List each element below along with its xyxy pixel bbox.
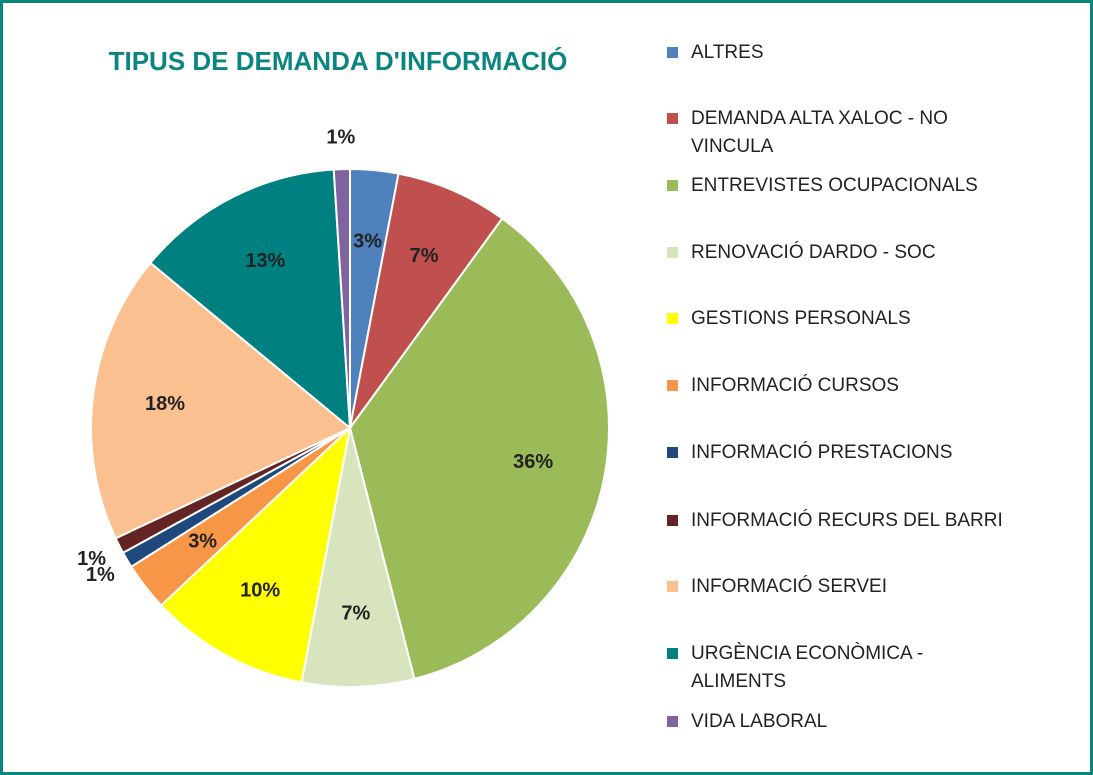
data-label: 13%	[245, 250, 285, 272]
legend-swatch	[667, 380, 678, 391]
legend-item: GESTIONS PERSONALS	[667, 305, 1017, 333]
legend-label: INFORMACIÓ CURSOS	[691, 375, 899, 396]
pie-slice	[348, 217, 610, 681]
legend-item: INFORMACIÓ RECURS DEL BARRI	[667, 507, 1017, 535]
pie-area: TIPUS DE DEMANDA D'INFORMACIÓ 3% 7% 36% 7% 1…	[77, 46, 610, 688]
legend-swatch	[667, 447, 678, 458]
pie-slice	[159, 425, 352, 684]
data-label: 18%	[145, 393, 185, 415]
legend-label: ENTREVISTES OCUPACIONALS	[691, 175, 978, 196]
data-label: 3%	[188, 531, 217, 553]
legend-label: VIDA LABORAL	[691, 711, 828, 732]
data-label: 7%	[410, 245, 439, 267]
legend-label: DEMANDA ALTA XALOC - NO VINCULA	[691, 108, 948, 157]
legend-label: ALTRES	[691, 42, 764, 63]
legend-swatch	[667, 313, 678, 324]
data-label: 10%	[240, 580, 280, 602]
legend-label: GESTIONS PERSONALS	[691, 308, 911, 329]
pie-slice	[149, 168, 352, 431]
legend-item: RENOVACIÓ DARDO - SOC	[667, 239, 1017, 267]
legend-label: INFORMACIÓ PRESTACIONS	[691, 442, 953, 463]
legend-item: DEMANDA ALTA XALOC - NO VINCULA	[667, 105, 1017, 161]
legend-item: INFORMACIÓ CURSOS	[667, 372, 1017, 400]
legend-swatch	[667, 581, 678, 592]
data-label: 3%	[353, 231, 382, 253]
pie-slice	[332, 167, 351, 429]
legend-item: URGÈNCIA ECONÒMICA - ALIMENTS	[667, 640, 1017, 696]
legend-swatch	[667, 716, 678, 727]
data-label: 1%	[77, 548, 106, 570]
legend-label: INFORMACIÓ RECURS DEL BARRI	[691, 510, 1003, 531]
legend-item: ALTRES	[667, 39, 1017, 67]
pie-slice	[300, 427, 416, 688]
data-label: 1%	[326, 126, 355, 148]
pie-slice	[90, 261, 352, 540]
legend-item: VIDA LABORAL	[667, 708, 1017, 736]
legend-swatch	[667, 247, 678, 258]
legend-item: INFORMACIÓ PRESTACIONS	[667, 439, 1017, 467]
legend-swatch	[667, 113, 678, 124]
data-label: 7%	[341, 603, 370, 625]
legend-label: INFORMACIÓ SERVEI	[691, 576, 888, 597]
chart-title: TIPUS DE DEMANDA D'INFORMACIÓ	[109, 46, 568, 76]
pie-slice	[349, 172, 504, 429]
data-label: 1%	[86, 564, 115, 586]
legend-swatch	[667, 47, 678, 58]
data-label: 36%	[513, 451, 553, 473]
legend-swatch	[667, 180, 678, 191]
legend-swatch	[667, 648, 678, 659]
legend-item: ENTREVISTES OCUPACIONALS	[667, 172, 1017, 200]
legend-label: RENOVACIÓ DARDO - SOC	[691, 242, 936, 263]
legend-swatch	[667, 515, 678, 526]
legend-item: INFORMACIÓ SERVEI	[667, 573, 1017, 601]
legend-label: URGÈNCIA ECONÒMICA - ALIMENTS	[691, 643, 924, 692]
